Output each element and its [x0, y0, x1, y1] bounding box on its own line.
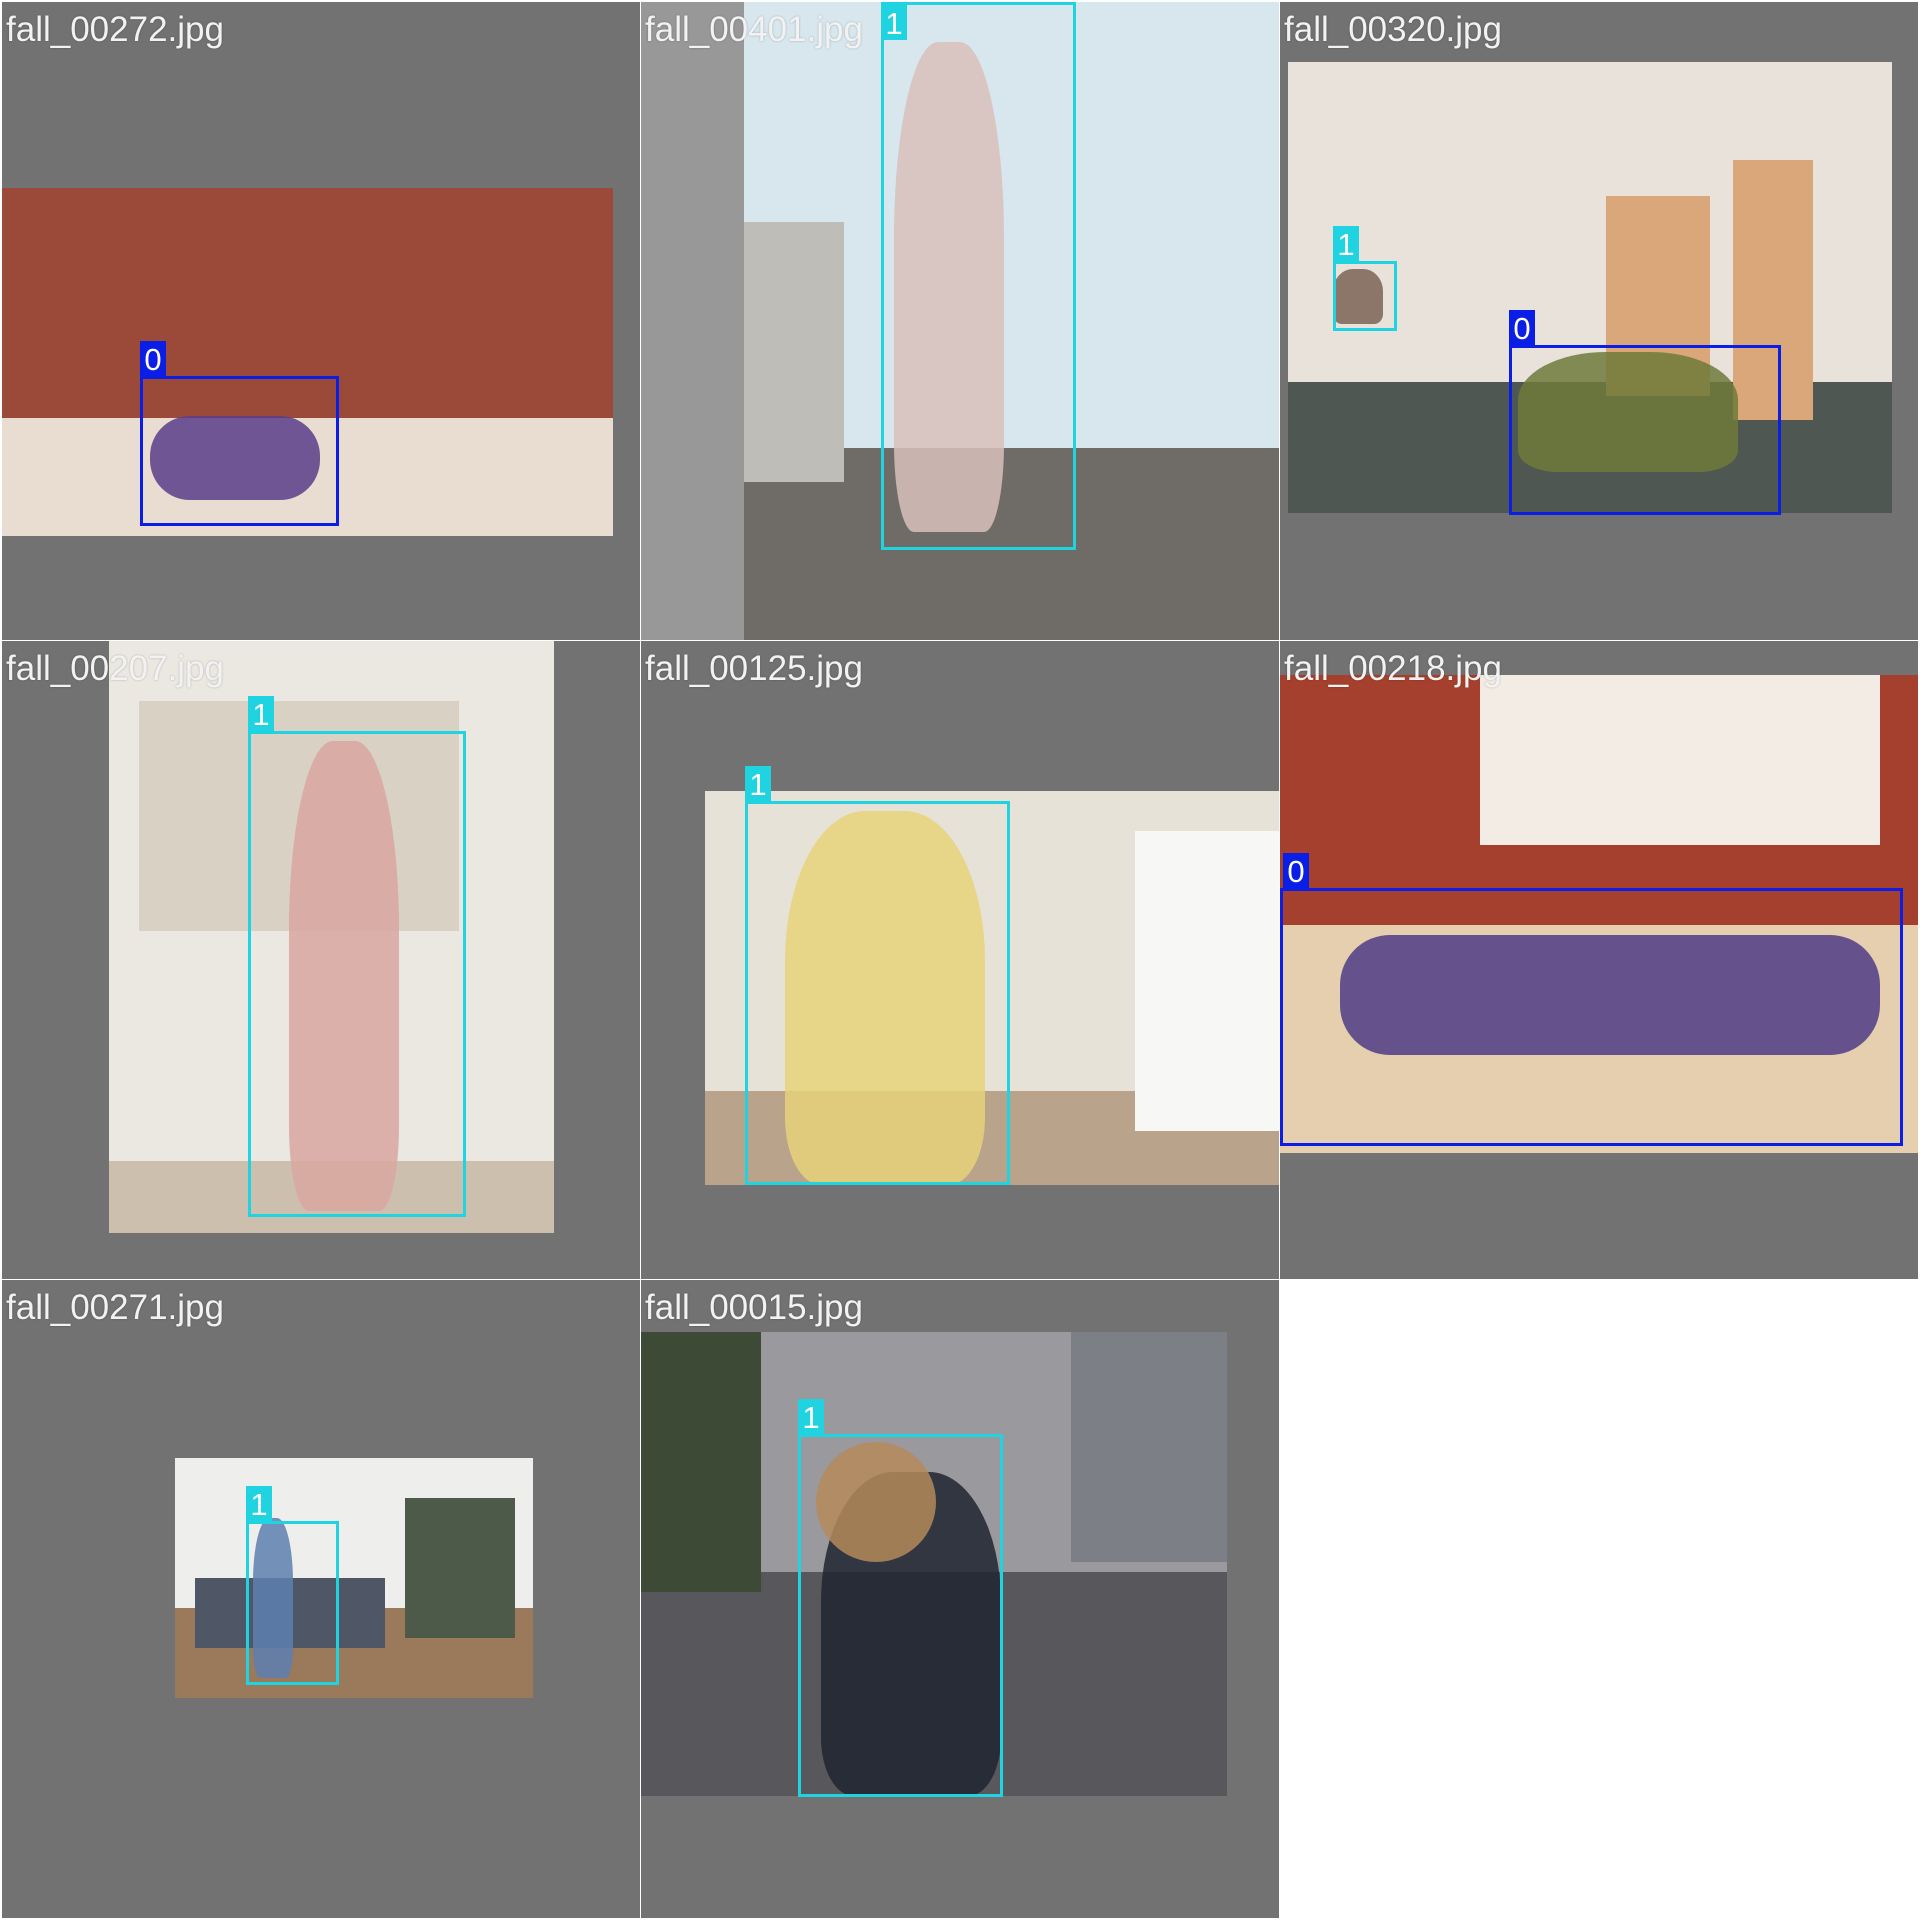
bbox-class-label: 1 — [1333, 226, 1359, 262]
photo-wall — [2, 188, 613, 418]
bounding-box: 1 — [1333, 226, 1397, 331]
bounding-box: 0 — [1280, 853, 1903, 1146]
radiator — [744, 222, 844, 482]
mosaic-tile: fall_00401.jpg 1 — [641, 2, 1279, 640]
person-figure — [150, 416, 320, 500]
bbox-class-label: 0 — [1509, 310, 1535, 346]
hair — [816, 1442, 936, 1562]
bbox-class-label: 0 — [140, 341, 166, 377]
window — [1480, 675, 1880, 845]
tile-filename: fall_00207.jpg — [6, 649, 224, 688]
person-figure — [894, 42, 1004, 532]
photo — [744, 2, 1279, 640]
bounding-box: 1 — [745, 766, 1010, 1185]
mosaic-tile: fall_00015.jpg 1 — [641, 1280, 1279, 1918]
bbox-class-label: 1 — [881, 5, 907, 41]
photo — [109, 641, 554, 1233]
tile-filename: fall_00271.jpg — [6, 1288, 224, 1327]
window — [405, 1498, 515, 1638]
photo — [705, 791, 1279, 1185]
bbox-class-label: 0 — [1283, 853, 1309, 889]
person-figure — [785, 811, 985, 1185]
tile-filename: fall_00218.jpg — [1284, 649, 1502, 688]
tile-filename: fall_00272.jpg — [6, 10, 224, 49]
mosaic-tile: fall_00271.jpg 1 — [2, 1280, 640, 1918]
cabinet — [1733, 160, 1813, 420]
tile-filename: fall_00125.jpg — [645, 649, 863, 688]
mosaic-tile: fall_00320.jpg 1 0 — [1280, 2, 1918, 640]
tile-filename: fall_00015.jpg — [645, 1288, 863, 1327]
building — [1071, 1332, 1227, 1562]
bounding-box: 1 — [246, 1486, 339, 1685]
window — [1135, 831, 1279, 1131]
mosaic-tile: fall_00272.jpg 0 — [2, 2, 640, 640]
photo — [641, 1332, 1227, 1796]
bounding-box: 0 — [140, 341, 339, 526]
tile-filename: fall_00320.jpg — [1284, 10, 1502, 49]
tile-filename: fall_00401.jpg — [645, 10, 863, 49]
photo — [1280, 675, 1918, 1153]
bounding-box: 1 — [248, 696, 466, 1217]
tile-padding — [641, 2, 744, 640]
bbox-class-label: 1 — [798, 1399, 824, 1435]
bbox-class-label: 1 — [745, 766, 771, 802]
trees — [641, 1332, 761, 1592]
photo — [2, 188, 613, 536]
person-figure — [253, 1518, 293, 1678]
bounding-box: 1 — [798, 1399, 1003, 1797]
bbox-class-label: 1 — [246, 1486, 272, 1522]
person-figure — [289, 741, 399, 1211]
mosaic-tile: fall_00218.jpg 0 — [1280, 641, 1918, 1279]
person-figure — [1333, 269, 1383, 324]
bounding-box: 1 — [881, 2, 1076, 550]
person-figure — [1340, 935, 1880, 1055]
person-figure — [1518, 352, 1738, 472]
bounding-box: 0 — [1509, 310, 1781, 515]
mosaic-tile: fall_00125.jpg 1 — [641, 641, 1279, 1279]
photo — [175, 1458, 533, 1698]
mosaic-tile: fall_00207.jpg 1 — [2, 641, 640, 1279]
bbox-class-label: 1 — [248, 696, 274, 732]
